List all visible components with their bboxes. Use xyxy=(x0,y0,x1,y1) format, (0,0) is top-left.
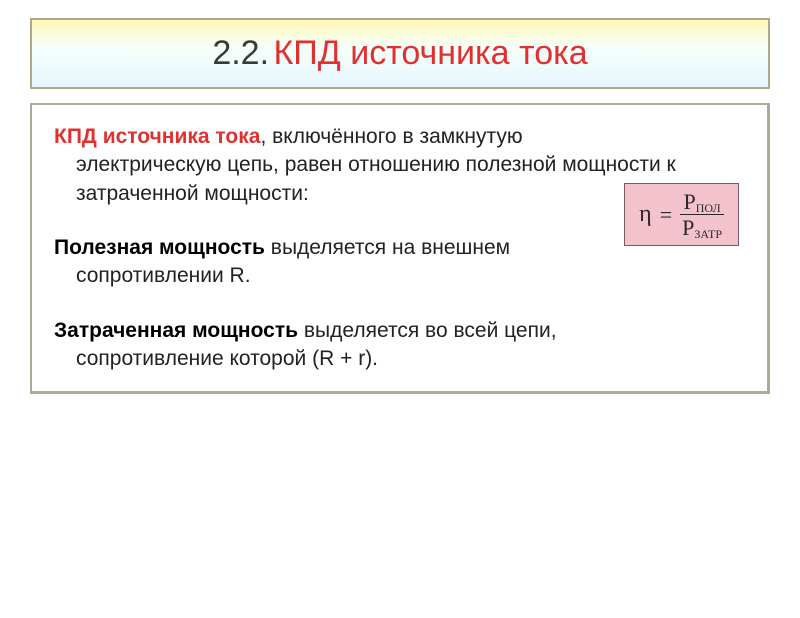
formula-lhs: η xyxy=(639,201,652,228)
den-sub: ЗАТР xyxy=(694,227,722,241)
section-title: КПД источника тока xyxy=(274,34,588,72)
term-useful-power: Полезная мощность xyxy=(54,236,265,259)
p2-cont: сопротивление которой (R + r). xyxy=(54,345,745,373)
p2-lead: выделяется во всей цепи, xyxy=(298,319,557,342)
formula-box: η = PПОЛ PЗАТР xyxy=(624,183,739,246)
formula-numerator: PПОЛ xyxy=(681,190,722,214)
section-number: 2.2. xyxy=(212,34,269,72)
p0-lead: , включённого в замкнутую xyxy=(260,125,522,148)
num-main: P xyxy=(683,189,695,214)
paragraph-spent-power: Затраченная мощность выделяется во всей … xyxy=(54,317,745,374)
formula-eq: = xyxy=(660,202,672,228)
term-spent-power: Затраченная мощность xyxy=(54,319,298,342)
formula-fraction: PПОЛ PЗАТР xyxy=(680,190,724,239)
formula-denominator: PЗАТР xyxy=(680,214,724,239)
p1-lead: выделяется на внешнем xyxy=(265,236,510,259)
p1-cont: сопротивлении R. xyxy=(54,262,745,290)
den-main: P xyxy=(682,215,694,240)
content-box: КПД источника тока, включённого в замкну… xyxy=(30,103,770,394)
term-kpd: КПД источника тока xyxy=(54,125,260,148)
title-box: 2.2. КПД источника тока xyxy=(30,18,770,89)
num-sub: ПОЛ xyxy=(696,201,721,215)
